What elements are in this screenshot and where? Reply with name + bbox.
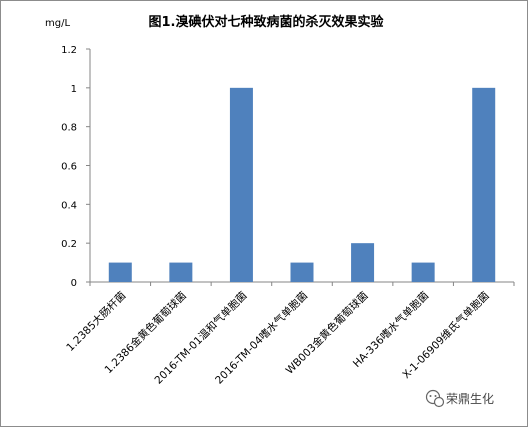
y-tick-labels: 0 0.2 0.4 0.6 0.8 1 1.2	[61, 45, 77, 289]
y-tick-label: 0.2	[61, 239, 77, 250]
y-tick-label: 0.8	[61, 123, 77, 134]
bar	[411, 262, 435, 282]
watermark-text: 荣鼎生化	[446, 392, 494, 406]
axes	[86, 48, 515, 286]
bar	[472, 87, 496, 282]
y-tick-label: 0.6	[61, 162, 77, 173]
chart-title: 图1.溴碘伏对七种致病菌的杀灭效果实验	[149, 14, 385, 30]
bar	[169, 262, 193, 282]
bars	[108, 87, 496, 282]
bar	[290, 262, 314, 282]
unit-label: mg/L	[45, 18, 70, 29]
x-category-label: 1.2385大肠杆菌	[64, 289, 129, 354]
y-tick-label: 0.4	[61, 200, 77, 211]
bar	[229, 87, 253, 282]
y-tick-label: 0	[71, 278, 77, 289]
y-tick-label: 1	[71, 84, 77, 95]
bar	[108, 262, 132, 282]
bar	[351, 243, 375, 282]
y-tick-label: 1.2	[61, 45, 77, 56]
watermark: 荣鼎生化	[425, 389, 494, 408]
x-tick-labels: 1.2385大肠杆菌1.2386金黄色葡萄球菌2016-TM-01温和气单胞菌2…	[64, 289, 492, 387]
wechat-icon	[425, 389, 445, 408]
